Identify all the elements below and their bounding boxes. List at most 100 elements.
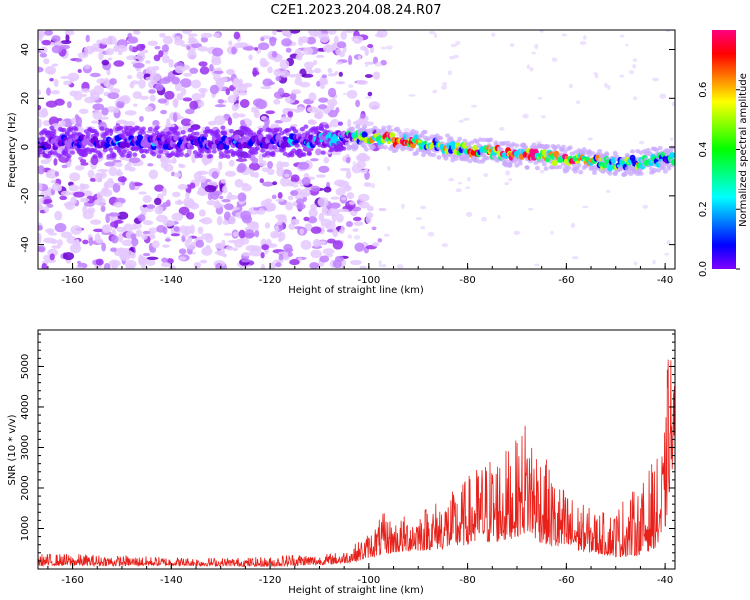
heatmap-cell [279,59,290,70]
heatmap-cell [505,170,511,176]
heatmap-cell [344,30,355,33]
heatmap-cell [128,166,136,172]
heatmap-cell [186,45,191,51]
heatmap-cell [331,150,341,156]
heatmap-cell [185,192,190,199]
heatmap-cell [335,48,343,56]
snr-series-line [38,359,675,568]
heatmap-cell [117,176,127,183]
heatmap-cell [277,87,285,96]
heatmap-cell [263,63,269,68]
heatmap-cell [106,35,117,45]
snr-x-label: Height of straight line (km) [288,585,424,596]
heatmap-cell [318,123,324,128]
heatmap-cell [526,64,531,70]
heatmap-cell [666,240,671,245]
heatmap-cell [307,119,317,125]
heatmap-cell [116,119,128,125]
heatmap-cell [509,43,515,48]
heatmap-cell [211,143,218,151]
heatmap-cell [250,172,255,178]
heatmap-cell [534,43,539,50]
heatmap-cell [327,87,337,98]
heatmap-cell [372,242,380,247]
heatmap-cell [194,131,200,136]
heatmap-cell [89,219,102,225]
snr-x-ticks: -160 -140 -120 -100 -80 -60 -40 [47,563,673,586]
colorbar-tick-label: 0.0 [698,261,709,277]
heatmap-cell [222,130,228,135]
heatmap-cell [269,36,277,43]
heatmap-cell [197,226,204,235]
heatmap-cell [359,265,367,269]
heatmap-cell [178,163,183,168]
heatmap-cell [619,34,625,38]
heatmap-cell [524,165,530,170]
heatmap-cell [43,254,52,261]
heatmap-cell [77,52,89,59]
heatmap-cell [70,225,82,235]
heatmap-cell [480,217,487,222]
heatmap-cell [214,104,226,108]
heatmap-cell [550,230,554,235]
heatmap-cell [211,190,223,196]
heatmap-cell [70,196,77,205]
heatmap-cell [87,169,95,179]
heatmap-cell [45,143,52,150]
heatmap-cell [49,77,54,82]
heatmap-cell [268,81,275,86]
heatmap-cell [127,36,139,44]
heatmap-cell [514,143,520,148]
heatmap-cell [56,153,62,158]
heatmap-cell [152,119,160,127]
heatmap-cell [182,231,189,238]
heatmap-cell [387,165,391,171]
heatmap-cell [271,50,278,58]
heatmap-cell [342,92,348,96]
heatmap-cell [232,231,239,237]
heatmap-cell [539,30,544,33]
heatmap-cell [347,234,352,239]
heatmap-cell [255,99,267,110]
heatmap-cell [207,120,217,126]
heatmap-cell [638,171,644,176]
heatmap-cell [488,137,494,142]
heatmap-cell [317,104,328,110]
heatmap-cell [75,58,83,63]
heatmap-cell [403,128,411,133]
heatmap-cell [630,149,636,154]
heatmap-cell [288,223,296,230]
heatmap-cell [187,33,198,37]
heatmap-cell [306,151,312,157]
heatmap-cell [529,67,534,72]
heatmap-cell [103,262,111,269]
heatmap-cell [364,96,372,100]
heatmap-cell [308,92,317,102]
heatmap-cell [163,163,174,172]
heatmap-cell [557,164,563,170]
heatmap-cell [260,252,265,259]
heatmap-cell [267,66,273,74]
heatmap-cell [327,98,338,107]
heatmap-cell [290,177,297,182]
heatmap-cell [348,201,356,205]
heatmap-cell [662,169,668,174]
heatmap-cell [130,233,137,241]
heatmap-cell [68,184,80,192]
heatmap-cell [318,97,329,103]
heatmap-cell [104,131,110,136]
heatmap-cell [232,247,239,252]
heatmap-cell [669,145,675,150]
spectrogram-frame [37,29,676,270]
x-tick-label: -120 [259,275,282,286]
heatmap-cell [111,261,119,269]
heatmap-cell [170,233,181,237]
heatmap-cell [161,257,169,263]
heatmap-cell [65,33,70,43]
heatmap-cell [107,177,114,184]
heatmap-cell [265,110,276,115]
heatmap-cell [275,198,285,202]
heatmap-cell [184,153,190,158]
heatmap-cell [386,140,391,145]
heatmap-cell [173,172,182,178]
